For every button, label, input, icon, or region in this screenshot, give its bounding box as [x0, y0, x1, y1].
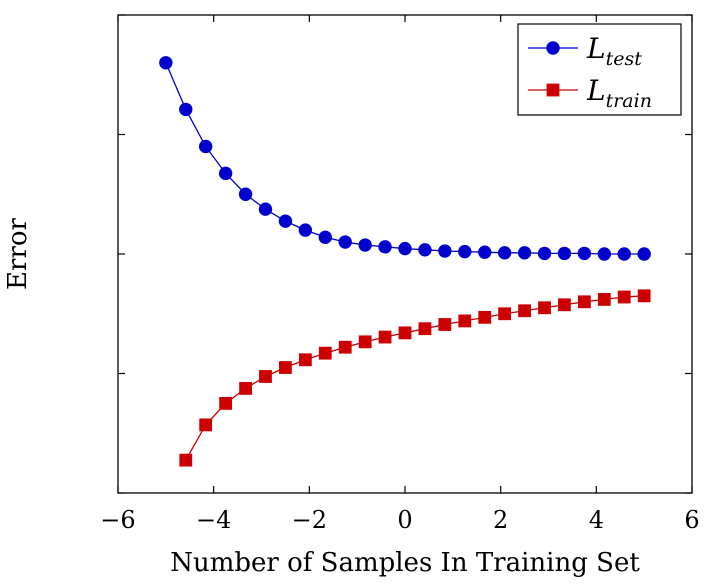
data-point-test: [278, 214, 293, 228]
data-point-train: [518, 304, 531, 318]
y-axis-title: Error: [3, 217, 33, 289]
data-point-train: [298, 353, 312, 367]
data-point-train: [358, 335, 372, 349]
data-point-test: [238, 187, 253, 201]
legend-box: [517, 23, 682, 116]
data-point-train: [239, 382, 252, 395]
data-point-train: [538, 301, 551, 315]
legend-item-train: Ltrain: [528, 74, 652, 112]
data-point-train: [498, 307, 512, 321]
data-point-test: [577, 246, 592, 261]
x-tick-label: 2: [493, 506, 508, 534]
series-train: [179, 289, 651, 467]
data-point-test: [159, 56, 173, 70]
axis-ticks: −6 −4 −2 0 2 4 6: [100, 14, 700, 534]
data-point-test: [398, 241, 412, 256]
data-point-train: [279, 361, 292, 374]
data-point-test: [458, 244, 472, 259]
data-point-train: [259, 370, 272, 383]
data-point-train: [199, 418, 213, 432]
data-point-test: [378, 240, 392, 254]
data-point-train: [378, 330, 392, 344]
legend-item-test: Ltest: [528, 32, 642, 70]
data-point-test: [179, 102, 193, 117]
data-point-train: [179, 453, 193, 467]
legend-label: Ltest: [586, 32, 642, 70]
data-point-train: [558, 298, 571, 312]
data-point-test: [597, 247, 612, 261]
data-point-train: [478, 310, 492, 324]
data-point-train: [338, 340, 352, 354]
data-point-train: [637, 289, 651, 303]
x-tick-label: −2: [292, 506, 327, 534]
data-point-train: [398, 326, 412, 340]
legend-entries: Ltest Ltrain: [528, 32, 652, 112]
legend-marker: [546, 83, 560, 97]
data-point-test: [218, 166, 233, 181]
data-point-test: [637, 247, 651, 261]
data-point-test: [517, 246, 532, 260]
x-tick-label: 0: [397, 506, 412, 534]
data-point-test: [318, 230, 332, 244]
legend-label: Ltrain: [586, 74, 652, 112]
data-point-train: [418, 322, 432, 336]
data-point-test: [537, 246, 552, 261]
data-point-train: [219, 396, 233, 410]
data-point-train: [438, 318, 452, 331]
data-point-train: [458, 314, 472, 328]
data-point-test: [497, 246, 512, 260]
series-layer: [159, 56, 651, 467]
x-tick-label: −4: [196, 506, 231, 534]
data-point-test: [198, 139, 213, 154]
data-point-test: [557, 246, 572, 261]
data-point-test: [438, 244, 452, 258]
x-tick-label: 4: [589, 506, 604, 534]
x-tick-label: 6: [684, 506, 699, 534]
data-point-test: [617, 247, 631, 261]
series-line-train: [185, 295, 645, 461]
x-axis-title: Number of Samples In Training Set: [170, 548, 640, 578]
data-point-test: [258, 202, 273, 216]
legend-marker: [546, 41, 560, 55]
data-point-train: [617, 290, 631, 304]
legend: Ltest Ltrain: [517, 23, 682, 116]
data-point-test: [338, 235, 352, 249]
data-point-train: [577, 295, 591, 309]
data-point-test: [418, 243, 432, 257]
data-point-train: [597, 293, 611, 306]
data-point-test: [478, 245, 492, 259]
x-tick-label: −6: [100, 506, 135, 534]
data-point-test: [358, 238, 372, 252]
data-point-test: [298, 223, 313, 237]
data-point-train: [318, 346, 332, 360]
series-test: [159, 56, 651, 261]
